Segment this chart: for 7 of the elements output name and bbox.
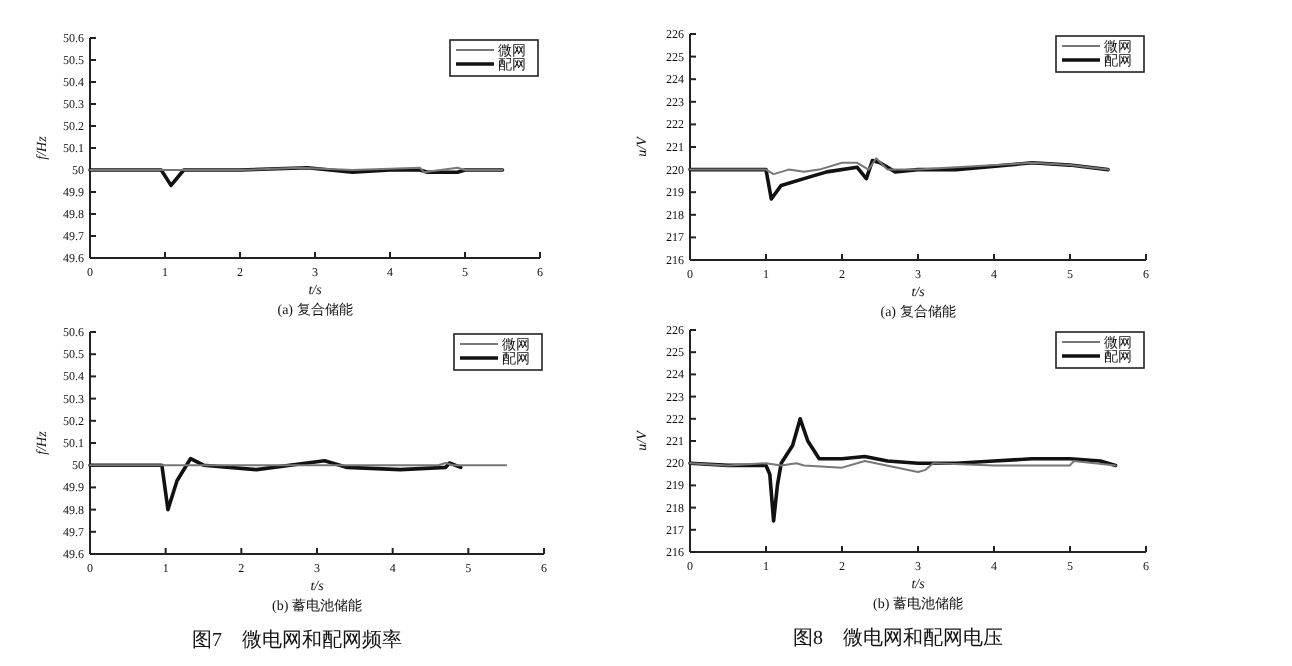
line-series — [88, 166, 505, 188]
caption: 图8 微电网和配网电压 — [793, 626, 1003, 650]
line-series — [88, 456, 463, 512]
line-series — [688, 158, 1110, 201]
caption: 图7 微电网和配网频率 — [192, 628, 402, 652]
line-series — [689, 157, 1109, 176]
line-series — [688, 417, 1118, 523]
